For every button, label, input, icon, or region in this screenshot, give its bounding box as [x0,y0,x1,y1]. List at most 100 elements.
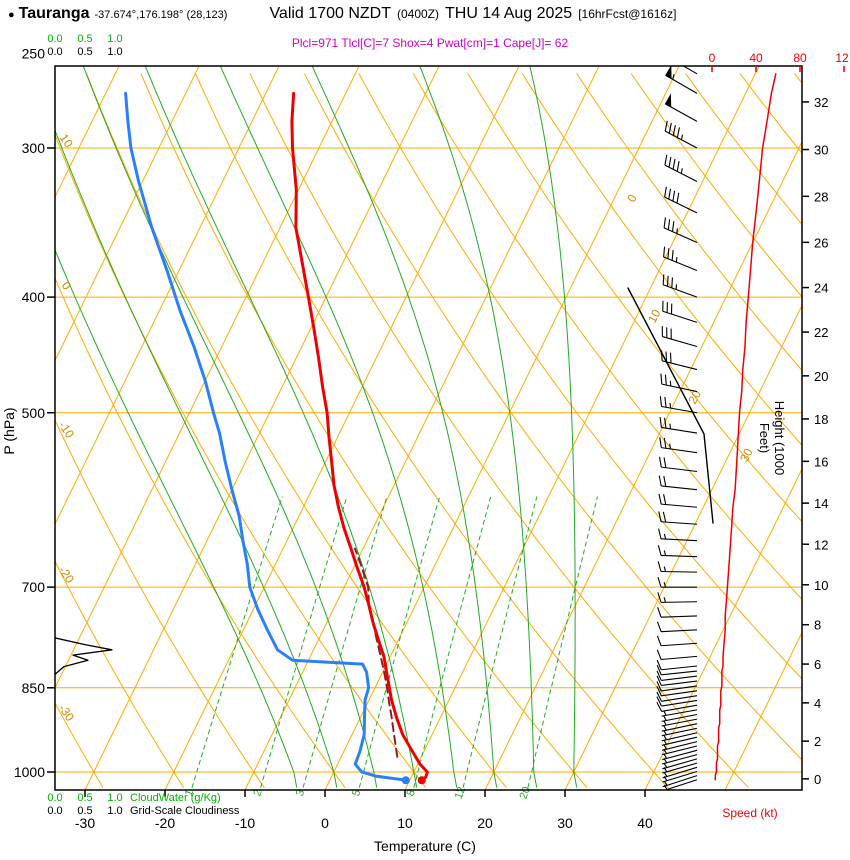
scale-value: 0.5 [77,805,93,817]
wind-barb-staff [661,360,698,371]
dry-adiabat [794,73,802,84]
wind-barb-staff [661,732,698,742]
dry-adiabat [86,73,507,788]
wind-barb-half [663,734,667,741]
scale-value: 1.0 [107,33,123,45]
wind-barb-full [658,511,662,522]
wind [656,50,777,790]
wind-barb-staff [661,466,698,473]
wind-barb-staff [663,227,698,243]
wind-barb-full [671,250,674,261]
wind-barb-full [673,50,675,60]
dry-adiabat [576,73,802,372]
wind-barb-staff [660,570,698,573]
wind-barb-full [656,681,662,692]
mixing-ratio-label: 3 [294,788,307,798]
wind-barb-staff [661,629,698,633]
wind-barb-staff [661,704,698,712]
wind-barb-full [663,457,667,468]
height-tick-label: 24 [814,281,828,296]
cloudiness-scale-bottom: 0.0 0.5 1.0 Grid-Scale Cloudiness [0,805,330,818]
pressure-tick-label: 400 [22,289,46,305]
wind-barb-full [672,125,676,136]
mixing-ratio-label: 8 [405,788,418,798]
wind-barb-full [656,701,663,712]
wind-barb-full [658,456,662,468]
isotherm-line [404,66,760,790]
wind-barb-staff [661,727,698,737]
wind-barb-full [663,476,667,487]
station-bullet-icon: ● [8,9,15,21]
wind-barb-full [657,621,662,632]
wind-barb-half [663,753,668,759]
wind-barb-full [656,635,662,646]
moist-adiabat [419,66,538,788]
wind-barb-full [658,475,662,487]
wind-barb-staff [661,383,698,393]
wind-barb-full [657,607,662,618]
dry-adiabat [630,73,802,298]
forecast-tag: [16hrFcst@1616z] [578,7,677,21]
moist-adiabat [55,248,298,788]
wind-barb-staff [662,762,698,774]
wind-barb-full [671,221,675,232]
wind-barb-half [663,597,667,603]
wind-barb-full [659,437,662,448]
wind-barb-full [663,217,666,228]
wind-barb-staff [661,680,698,686]
station-coords: -37.674°,176.198° (28,123) [94,9,228,21]
height-tick-label: 12 [814,537,828,552]
wind-barb-staff [662,749,698,761]
moist-adiabat [311,66,498,788]
height-tick-label: 18 [814,412,828,427]
dry-adiabat [55,276,346,788]
height-tick-label: 32 [814,95,828,110]
wind-barb-staff [661,723,698,732]
wind-barb-staff [661,521,698,525]
wind-barb-staff [661,718,698,727]
wind-barb-half [672,74,675,80]
wind-barb-staff [661,405,698,414]
temperature-tick-label: -30 [75,815,95,831]
wind-barb-staff [662,336,698,348]
pressure-tick-label: 700 [22,579,46,595]
wind-barb-full [667,219,671,230]
wind-barb-full [668,122,672,134]
parcel-path [354,547,399,758]
wind-barb-full [662,274,665,285]
speed-tick-label: 80 [793,51,807,65]
pressure-tick-label: 300 [22,140,46,156]
wind-barb-full [664,186,667,198]
chart-header: ● Tauranga -37.674°,176.198° (28,123) Valid… [8,5,682,23]
isotherm-line [164,66,520,790]
temperature-tick-label: -20 [155,815,175,831]
wind-barb-staff [661,685,698,692]
wind-barb-staff [662,284,698,298]
scale-value: 0.0 [47,792,63,804]
scale-value: 0.5 [77,46,93,58]
parcel-params-line: Plcl=971 Tlcl[C]=7 Shox=4 Pwat[cm]=1 Cap… [291,36,569,50]
wind-barb-half [669,423,672,429]
height-tick-label: 20 [814,369,828,384]
height-tick-label: 0 [814,772,821,787]
wind-barb-full [658,493,662,505]
wind-barb-pennant [664,93,672,108]
wind-barb-full [671,277,673,288]
speed-curve [714,73,777,781]
station-name: Tauranga [18,5,90,22]
wind-barb-full [659,396,663,407]
dewpoint-surface-dot [401,776,410,785]
isotherm-line [244,66,600,790]
wind-barb-full [664,417,667,429]
isotherm-line [55,66,360,689]
wind-barb-staff [661,615,698,618]
wind-barb-full [668,188,672,200]
pressure-tick-label: 250 [22,46,46,62]
valid-utc: (0400Z) [396,7,439,21]
wind-barb-staff [661,655,698,661]
wind-barb-full [664,154,668,166]
wind-barb-staff [661,447,698,454]
scale-value: 0.0 [47,46,63,58]
wind-barb-staff [662,770,698,783]
